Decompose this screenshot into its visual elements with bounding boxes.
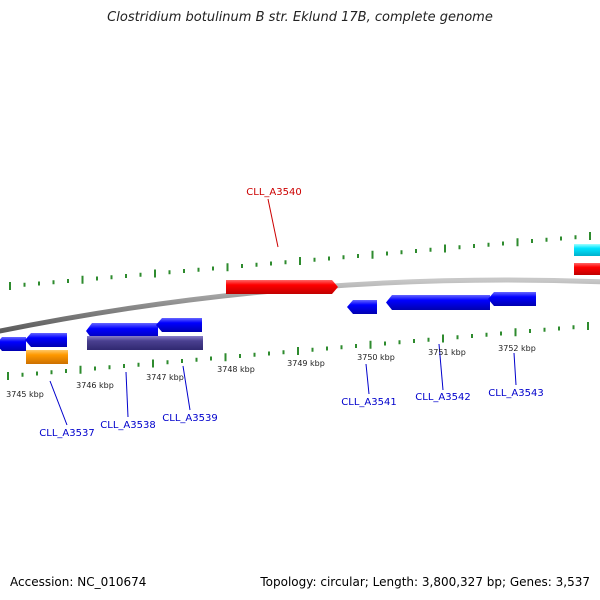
- leader-cll-a3542: [438, 343, 444, 391]
- gene-label: CLL_A3537: [39, 428, 94, 439]
- gene-label: CLL_A3538: [100, 420, 155, 431]
- gene-label: CLL_A3540: [246, 187, 301, 198]
- kbp-label: 3747 kbp: [146, 373, 184, 382]
- map-title: Clostridium botulinum B str. Eklund 17B,…: [107, 10, 493, 25]
- kbp-label: 3745 kbp: [6, 390, 44, 399]
- gene-cll-a3538: [86, 323, 158, 339]
- gene-cll-a3537-part: [25, 333, 67, 347]
- gene-label: CLL_A3541: [341, 397, 396, 408]
- leader-cll-a3538: [125, 371, 129, 418]
- gene-label: CLL_A3539: [162, 413, 217, 424]
- genome-summary-text: Topology: circular; Length: 3,800,327 bp…: [260, 575, 590, 589]
- kbp-label: 3749 kbp: [287, 359, 325, 368]
- gene-left-edge: [0, 337, 26, 351]
- gene-dark: [87, 336, 203, 350]
- leader-cll-a3540: [267, 198, 279, 248]
- gene-cll-a3540: [226, 280, 338, 294]
- gene-labels: CLL_A3540 CLL_A3537 CLL_A3538 CLL_A3539 CLL_…: [39, 187, 543, 439]
- accession-text: Accession: NC_010674: [10, 575, 147, 589]
- gene-cll-a3543: [488, 292, 536, 306]
- gene-label: CLL_A3543: [488, 388, 543, 399]
- leader-cll-a3537: [49, 380, 68, 426]
- kbp-label: 3750 kbp: [357, 353, 395, 362]
- gene-cll-a3541: [347, 300, 377, 314]
- gene-features: [0, 244, 600, 364]
- gene-cll-a3539: [156, 318, 202, 332]
- kbp-label: 3751 kbp: [428, 348, 466, 357]
- kbp-label: 3746 kbp: [76, 381, 114, 390]
- gene-cyan-edge: [574, 244, 600, 256]
- gene-cll-a3542: [386, 295, 490, 310]
- inner-tick-ring: [7, 322, 589, 380]
- label-leader-lines: [49, 198, 517, 426]
- kbp-label: 3748 kbp: [217, 365, 255, 374]
- outer-tick-ring: [9, 232, 591, 290]
- leader-cll-a3539: [182, 365, 191, 411]
- gene-orange: [26, 350, 68, 364]
- leader-cll-a3541: [365, 363, 370, 395]
- kbp-label: 3752 kbp: [498, 344, 536, 353]
- gene-red-edge: [574, 263, 600, 275]
- leader-cll-a3543: [513, 352, 517, 386]
- gene-label: CLL_A3542: [415, 392, 470, 403]
- kbp-scale-labels: 3745 kbp 3746 kbp 3747 kbp 3748 kbp 3749 kbp…: [6, 344, 536, 399]
